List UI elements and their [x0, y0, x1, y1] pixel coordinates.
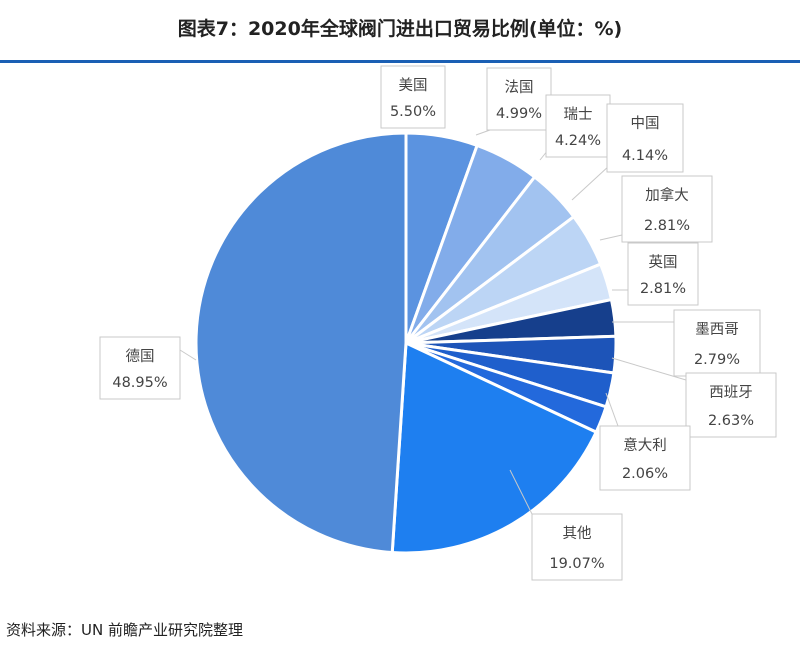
- label-box-3: [606, 103, 684, 173]
- slice-label-value-9: 19.07%: [549, 556, 604, 572]
- slice-label-name-3: 中国: [631, 115, 660, 132]
- label-box-7: [685, 372, 777, 438]
- pie-slice-10: [194, 131, 408, 555]
- slice-label-value-1: 4.99%: [496, 106, 542, 122]
- slice-label-value-0: 5.50%: [390, 104, 436, 120]
- label-box-8: [599, 425, 691, 491]
- slice-label-name-4: 加拿大: [645, 186, 689, 204]
- slice-label-name-5: 英国: [649, 253, 678, 271]
- slice-label-value-2: 4.24%: [555, 133, 601, 149]
- title-divider: [0, 60, 800, 63]
- source-note: 资料来源：UN 前瞻产业研究院整理: [6, 621, 243, 639]
- leader-line-4: [599, 234, 623, 241]
- label-leaders: [179, 129, 687, 515]
- leader-line-9: [509, 469, 533, 515]
- slice-label-name-6: 墨西哥: [695, 322, 739, 338]
- slice-label-name-0: 美国: [399, 77, 428, 94]
- label-box-6: [673, 309, 761, 377]
- slice-label-name-1: 法国: [505, 79, 534, 96]
- label-box-4: [621, 175, 713, 243]
- leader-line-10: [179, 349, 197, 361]
- slice-label-name-8: 意大利: [623, 436, 667, 454]
- pie-slice-9: [390, 340, 599, 555]
- leader-line-8: [605, 392, 619, 427]
- slice-label-value-6: 2.79%: [694, 352, 740, 368]
- slice-label-name-7: 西班牙: [709, 384, 753, 401]
- slice-label-name-2: 瑞士: [564, 106, 593, 123]
- label-box-5: [627, 242, 699, 306]
- label-box-2: [545, 94, 611, 158]
- label-box-10: [99, 336, 181, 400]
- slice-label-name-9: 其他: [563, 525, 592, 542]
- slice-label-value-7: 2.63%: [708, 413, 754, 429]
- slice-label-name-10: 德国: [126, 348, 155, 365]
- slice-label-value-4: 2.81%: [644, 218, 690, 234]
- slice-label-value-3: 4.14%: [622, 148, 668, 164]
- slice-label-value-8: 2.06%: [622, 466, 668, 482]
- label-box-1: [486, 67, 552, 131]
- slice-label-value-5: 2.81%: [640, 281, 686, 297]
- label-box-0: [380, 65, 446, 129]
- leader-line-1: [475, 129, 491, 136]
- leader-line-3: [571, 164, 611, 201]
- slice-labels: 美国 5.50% 法国 4.99% 瑞士 4.24% 中国 4.14% 加拿大 2.81% 英国 2.…: [99, 65, 777, 581]
- slice-label-value-10: 48.95%: [112, 375, 167, 391]
- chart-title: 图表7：2020年全球阀门进出口贸易比例(单位：%): [177, 18, 623, 40]
- label-box-9: [531, 513, 623, 581]
- pie-slices: [194, 131, 618, 555]
